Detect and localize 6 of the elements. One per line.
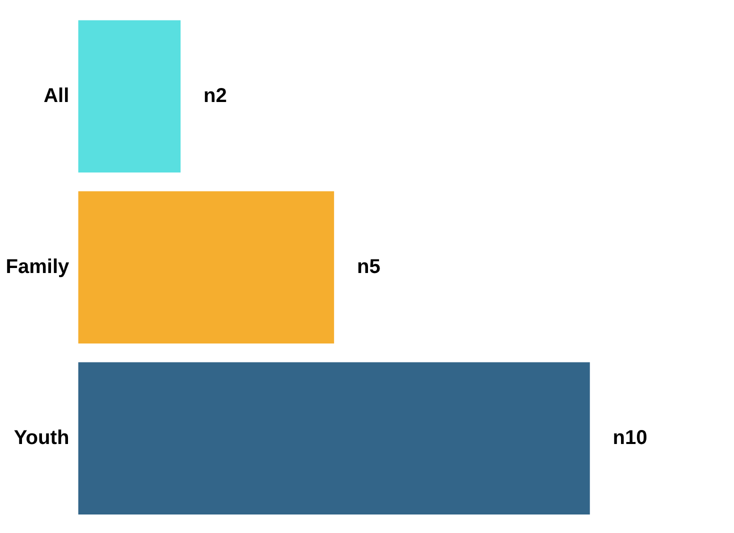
y-tick-label: All xyxy=(44,85,70,108)
data-label: n5 xyxy=(356,256,380,278)
data-label: n2 xyxy=(203,85,227,108)
y-tick-label: Youth xyxy=(14,427,70,450)
data-label: n10 xyxy=(612,427,648,450)
y-tick-label: Family xyxy=(6,256,70,278)
